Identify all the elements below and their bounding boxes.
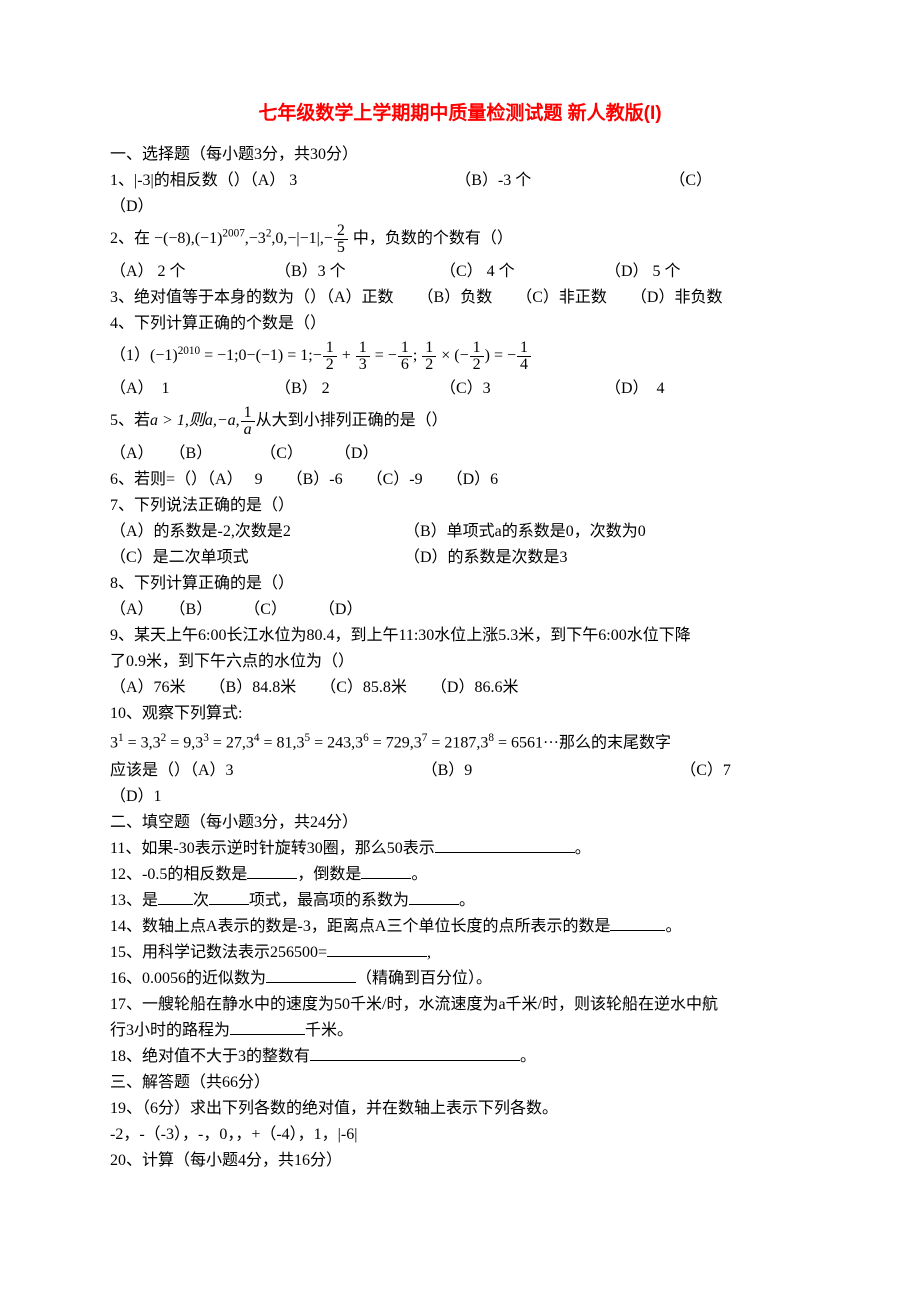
q8-text: 8、下列计算正确的是（） — [110, 572, 810, 596]
q2-optC: （C） 4 个 — [440, 260, 605, 284]
q4-equation: （1）(−1)2010 = −1;0−(−1) = 1;−12 + 13 = −… — [110, 340, 810, 373]
q8-options: （A） （B） （C） （D） — [110, 598, 810, 622]
q7-optC: （C）是二次单项式 — [110, 546, 400, 570]
q4-options: （A） 1 （B） 2 （C）3 （D） 4 — [110, 377, 810, 401]
q9-line1: 9、某天上午6:00长江水位为80.4，到上午11:30水位上涨5.3米，到下午… — [110, 624, 810, 648]
q11: 11、如果-30表示逆时针旋转30圈，那么50表示。 — [110, 837, 810, 861]
blank — [610, 930, 665, 931]
q9-line2: 了0.9米，到下午六点的水位为（） — [110, 650, 810, 674]
q10-sequence: 31 = 3,32 = 9,33 = 27,34 = 81,35 = 243,3… — [110, 730, 810, 755]
q7-optA: （A）的系数是-2,次数是2 — [110, 520, 400, 544]
q7-optD: （D）的系数是次数是3 — [404, 549, 568, 566]
q17-line1: 17、一艘轮船在静水中的速度为50千米/时，水流速度为a千米/时，则该轮船在逆水… — [110, 993, 810, 1017]
q10-text: 10、观察下列算式: — [110, 702, 810, 726]
section1-header: 一、选择题（每小题3分，共30分） — [110, 143, 810, 167]
blank — [209, 904, 249, 905]
q19-line2: -2，-（-3），-，0，，+（-4），1，|-6| — [110, 1123, 810, 1147]
q10-optD: （D）1 — [110, 785, 810, 809]
q1-optC: （C） — [669, 172, 712, 189]
q4-optC: （C）3 — [440, 377, 605, 401]
blank — [230, 1034, 305, 1035]
q7-text: 7、下列说法正确的是（） — [110, 494, 810, 518]
section3-header: 三、解答题（共66分） — [110, 1071, 810, 1095]
q2-optA: （A） 2 个 — [110, 260, 275, 284]
q1-text: 1、|-3|的相反数（）（A） 3 — [110, 172, 297, 189]
q2: 2、在 −(−8),(−1)2007,−32,0,−|−1|,−25 中，负数的… — [110, 223, 810, 256]
blank — [361, 878, 411, 879]
q10-optB: （B）9 — [422, 762, 473, 779]
blank — [327, 956, 427, 957]
q2-optD: （D） 5 个 — [605, 260, 770, 284]
q4-optD: （D） 4 — [605, 377, 770, 401]
q5-suffix: 从大到小排列正确的是（） — [256, 412, 448, 429]
q5: 5、若a > 1,则a,−a,1a从大到小排列正确的是（） — [110, 405, 810, 438]
q3: 3、绝对值等于本身的数为（）（A）正数 （B）负数 （C）非正数 （D）非负数 — [110, 286, 810, 310]
q2-optB: （B）3 个 — [275, 260, 440, 284]
q16: 16、0.0056的近似数为（精确到百分位）。 — [110, 967, 810, 991]
q4-optB: （B） 2 — [275, 377, 440, 401]
q12: 12、-0.5的相反数是，倒数是。 — [110, 863, 810, 887]
q18: 18、绝对值不大于3的整数有。 — [110, 1045, 810, 1069]
blank — [409, 904, 459, 905]
q19-line1: 19、（6分）求出下列各数的绝对值，并在数轴上表示下列各数。 — [110, 1097, 810, 1121]
q1-optB: （B）-3 个 — [455, 172, 531, 189]
q17-line2: 行3小时的路程为千米。 — [110, 1019, 810, 1043]
blank — [266, 982, 356, 983]
section2-header: 二、填空题（每小题3分，共24分） — [110, 811, 810, 835]
q13: 13、是次项式，最高项的系数为。 — [110, 889, 810, 913]
blank — [247, 878, 297, 879]
q9-options: （A）76米 （B）84.8米 （C）85.8米 （D）86.6米 — [110, 676, 810, 700]
page-title: 七年级数学上学期期中质量检测试题 新人教版(I) — [110, 100, 810, 129]
q2-math: −(−8),(−1)2007,−32,0,−|−1|,−25 — [154, 230, 349, 247]
q10-line2: 应该是（）（A）3 （B）9 （C）7 — [110, 759, 810, 783]
q2-suffix: 中，负数的个数有（） — [353, 230, 513, 247]
q5-options: （A） （B） （C） （D） — [110, 442, 810, 466]
q2-options: （A） 2 个 （B）3 个 （C） 4 个 （D） 5 个 — [110, 260, 810, 284]
q7-row2: （C）是二次单项式 （D）的系数是次数是3 — [110, 546, 810, 570]
blank — [158, 904, 193, 905]
q1: 1、|-3|的相反数（）（A） 3 （B）-3 个 （C） — [110, 169, 810, 193]
q4-optA: （A） 1 — [110, 377, 275, 401]
q1-optD: （D） — [110, 195, 810, 219]
q5-math1: a > 1,则a,−a, — [150, 412, 240, 429]
q20: 20、计算（每小题4分，共16分） — [110, 1149, 810, 1173]
blank — [310, 1060, 520, 1061]
q5-prefix: 5、若 — [110, 412, 150, 429]
q14: 14、数轴上点A表示的数是-3，距离点A三个单位长度的点所表示的数是。 — [110, 915, 810, 939]
q2-prefix: 2、在 — [110, 230, 150, 247]
q7-optB: （B）单项式a的系数是0，次数为0 — [404, 523, 646, 540]
q10-optC: （C）7 — [680, 762, 731, 779]
q15: 15、用科学记数法表示256500=, — [110, 941, 810, 965]
q7-row1: （A）的系数是-2,次数是2 （B）单项式a的系数是0，次数为0 — [110, 520, 810, 544]
blank — [435, 852, 575, 853]
q6: 6、若则=（）（A） 9 （B）-6 （C）-9 （D）6 — [110, 468, 810, 492]
q4-text: 4、下列计算正确的个数是（） — [110, 312, 810, 336]
q10-optA: 应该是（）（A）3 — [110, 762, 234, 779]
